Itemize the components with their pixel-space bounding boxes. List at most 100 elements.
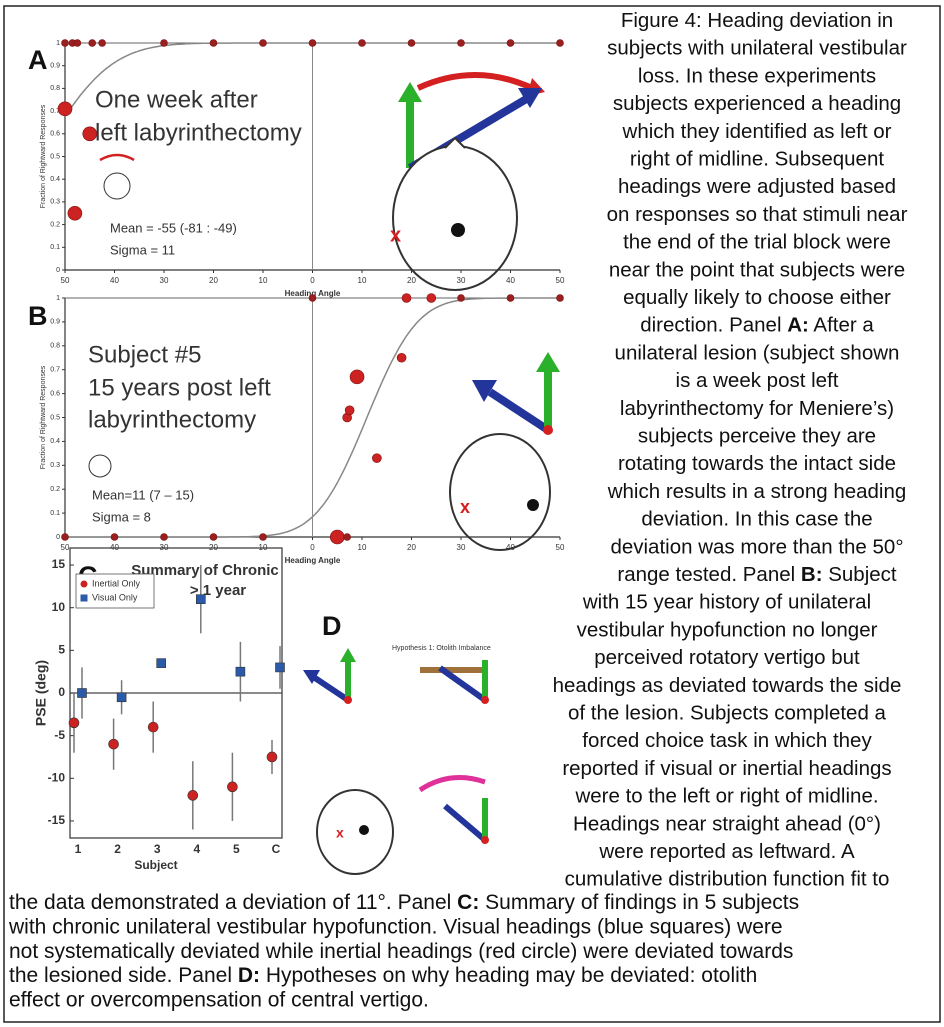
caption-text: reported if visual or inertial headings xyxy=(562,757,891,780)
caption-line: near the point that subjects were xyxy=(609,259,905,282)
caption-text: vestibular hypofunction no longer xyxy=(577,619,878,642)
x-tick-label: 2 xyxy=(114,842,121,856)
caption-text: Summary of findings in 5 subjects xyxy=(479,891,799,914)
annotation: 15 years post left xyxy=(88,374,271,401)
data-point xyxy=(276,663,285,672)
y-tick-label: 0.5 xyxy=(50,414,60,421)
arrow-head xyxy=(536,352,560,372)
caption-text: is a week post left xyxy=(676,370,839,393)
caption-text: unilateral lesion (subject shown xyxy=(615,342,900,365)
data-point xyxy=(260,40,267,47)
caption-line: of the lesion. Subjects completed a xyxy=(568,702,887,725)
caption-line: which they identified as left or xyxy=(622,120,892,143)
data-point xyxy=(148,722,158,732)
caption-line: Headings near straight ahead (0°) xyxy=(573,813,881,836)
caption-text: forced choice task in which they xyxy=(582,730,872,753)
x-tick-label: 1 xyxy=(75,842,82,856)
y-axis-label: Fraction of Rightward Responses xyxy=(40,365,47,469)
lesion-mark: x xyxy=(336,825,344,841)
arrow xyxy=(312,676,348,700)
hypothesis-label: Hypothesis 1: Otolith Imbalance xyxy=(392,645,491,652)
lesion-mark: x xyxy=(390,224,401,246)
caption-line: the lesioned side. Panel D: Hypotheses o… xyxy=(9,964,757,987)
data-point xyxy=(210,40,217,47)
caption-text: with chronic unilateral vestibular hypof… xyxy=(8,915,783,938)
annotation: Mean=11 (7 – 15) xyxy=(92,487,194,502)
data-point xyxy=(62,534,69,541)
caption-text: subjects experienced a heading xyxy=(613,93,901,116)
annotation: One week after xyxy=(95,86,258,113)
ear-mark xyxy=(359,825,369,835)
caption-text: loss. In these experiments xyxy=(638,65,876,88)
data-point xyxy=(458,40,465,47)
caption-text: B: xyxy=(801,563,823,586)
x-tick-label: 40 xyxy=(506,276,515,285)
data-point xyxy=(309,40,316,47)
y-tick-label: 0.6 xyxy=(50,131,60,138)
caption-line: headings as deviated towards the side xyxy=(553,674,902,697)
annotation: Mean = -55 (-81 : -49) xyxy=(110,220,237,235)
caption-line: equally likely to choose either xyxy=(623,286,891,309)
x-axis-label: Heading Angle xyxy=(285,556,341,565)
caption-text: deviation was more than the 50° xyxy=(610,536,903,559)
x-tick-label: 3 xyxy=(154,842,161,856)
panel-d: D Hypothesis 1: Otolith Imbalance x xyxy=(303,611,491,874)
arrow-head xyxy=(340,648,356,662)
caption-line: which results in a strong heading xyxy=(607,480,907,503)
data-point xyxy=(78,689,87,698)
caption-text: C: xyxy=(457,891,479,914)
caption-line: subjects experienced a heading xyxy=(613,93,901,116)
caption-text: subjects with unilateral vestibular xyxy=(607,37,907,60)
data-point xyxy=(427,294,436,303)
data-point xyxy=(83,127,97,141)
y-tick-label: -10 xyxy=(48,770,66,784)
x-tick-label: 50 xyxy=(61,543,70,552)
panel-letter: B xyxy=(28,301,48,331)
caption-text: perceived rotatory vertigo but xyxy=(594,647,860,670)
y-tick-label: -5 xyxy=(54,728,65,742)
x-tick-label: C xyxy=(272,842,281,856)
small-head xyxy=(89,455,111,477)
annotation: labyrinthectomy xyxy=(88,406,256,433)
lesion-mark: x xyxy=(460,497,470,517)
caption-line: the data demonstrated a deviation of 11°… xyxy=(9,891,799,914)
legend-marker xyxy=(81,595,88,602)
data-point xyxy=(345,406,354,415)
caption-line: rotating towards the intact side xyxy=(618,453,896,476)
data-point xyxy=(350,370,364,384)
x-tick-label: 20 xyxy=(209,276,218,285)
x-tick-label: 50 xyxy=(556,543,565,552)
caption-text: near the point that subjects were xyxy=(609,259,905,282)
annotation: Sigma = 11 xyxy=(110,242,175,257)
caption-line: cumulative distribution function fit to xyxy=(565,868,890,891)
data-point xyxy=(372,454,381,463)
caption-line: reported if visual or inertial headings xyxy=(562,757,891,780)
caption-text: of the lesion. Subjects completed a xyxy=(568,702,887,725)
x-tick-label: 20 xyxy=(407,276,416,285)
caption-line: range tested. Panel B: Subject xyxy=(617,563,897,586)
x-tick-label: 0 xyxy=(310,276,315,285)
head xyxy=(393,146,517,290)
y-tick-label: 0.3 xyxy=(50,199,60,206)
y-tick-label: 0.1 xyxy=(50,244,60,251)
caption-text: headings were adjusted based xyxy=(618,176,896,199)
head xyxy=(317,790,393,874)
data-point xyxy=(109,739,119,749)
caption-line: direction. Panel A: After a xyxy=(640,314,874,337)
data-point xyxy=(227,782,237,792)
y-tick-label: 0.6 xyxy=(50,390,60,397)
x-tick-label: 10 xyxy=(358,276,367,285)
data-point xyxy=(236,667,245,676)
caption-line: effect or overcompensation of central ve… xyxy=(9,988,429,1011)
caption-text: equally likely to choose either xyxy=(623,286,891,309)
caption-text: right of midline. Subsequent xyxy=(630,148,884,171)
x-tick-label: 10 xyxy=(259,276,268,285)
caption-line: loss. In these experiments xyxy=(638,65,876,88)
caption-line: forced choice task in which they xyxy=(582,730,872,753)
y-tick-label: 0.8 xyxy=(50,85,60,92)
data-point xyxy=(117,693,126,702)
caption-text: on responses so that stimuli near xyxy=(607,203,908,226)
data-point xyxy=(161,40,168,47)
caption-text: the lesioned side. Panel xyxy=(9,964,238,987)
caption-text: which they identified as left or xyxy=(622,120,892,143)
